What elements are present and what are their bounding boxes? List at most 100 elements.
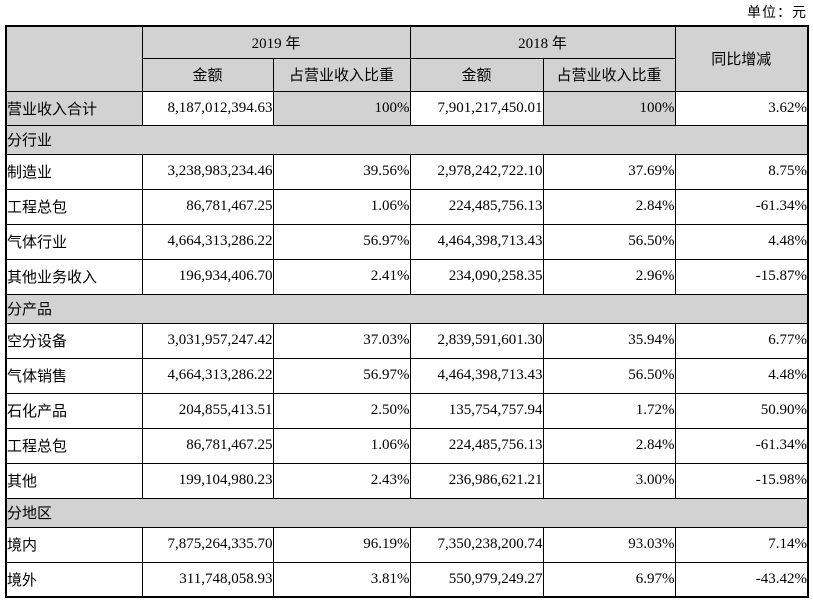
share-2019: 2.41%	[272, 258, 411, 295]
row-label: 营业收入合计	[5, 90, 143, 126]
yoy-value: -15.98%	[674, 462, 809, 499]
row-label: 其他业务收入	[5, 258, 143, 295]
amount-2019: 199,104,980.23	[141, 462, 274, 499]
yoy-value: 8.75%	[674, 153, 809, 190]
share-2018: 56.50%	[542, 357, 676, 394]
corner-cell	[5, 25, 143, 92]
header-year-2018: 2018 年	[409, 25, 676, 59]
table-row: 空分设备 3,031,957,247.42 37.03% 2,839,591,6…	[5, 322, 809, 359]
amount-2019: 7,875,264,335.70	[141, 526, 274, 563]
yoy-value: -61.34%	[674, 188, 809, 225]
table-row: 境内 7,875,264,335.70 96.19% 7,350,238,200…	[5, 526, 809, 563]
header-share-2019: 占营业收入比重	[272, 57, 411, 92]
amount-2018: 550,979,249.27	[409, 561, 544, 598]
yoy-value: 6.77%	[674, 322, 809, 359]
share-2019: 2.43%	[272, 462, 411, 499]
table-row-total: 营业收入合计 8,187,012,394.63 100% 7,901,217,4…	[5, 90, 809, 126]
header-amount-2018: 金额	[409, 57, 544, 92]
share-2018: 2.84%	[542, 188, 676, 225]
yoy-value: -15.87%	[674, 258, 809, 295]
amount-2019: 311,748,058.93	[141, 561, 274, 598]
amount-2018: 7,901,217,450.01	[409, 90, 544, 126]
share-2019: 1.06%	[272, 188, 411, 225]
amount-2019: 86,781,467.25	[141, 427, 274, 464]
section-row-region: 分地区	[5, 497, 809, 528]
yoy-value: 50.90%	[674, 392, 809, 429]
share-2018: 35.94%	[542, 322, 676, 359]
share-2018: 37.69%	[542, 153, 676, 190]
row-label: 气体行业	[5, 223, 143, 260]
table-row: 气体行业 4,664,313,286.22 56.97% 4,464,398,7…	[5, 223, 809, 260]
amount-2018: 236,986,621.21	[409, 462, 544, 499]
section-label: 分地区	[5, 497, 809, 528]
amount-2018: 4,464,398,713.43	[409, 223, 544, 260]
table-row: 境外 311,748,058.93 3.81% 550,979,249.27 6…	[5, 561, 809, 598]
share-2019: 1.06%	[272, 427, 411, 464]
amount-2018: 224,485,756.13	[409, 188, 544, 225]
header-share-2018: 占营业收入比重	[542, 57, 676, 92]
yoy-value: 3.62%	[674, 90, 809, 126]
share-2019: 39.56%	[272, 153, 411, 190]
share-2018: 56.50%	[542, 223, 676, 260]
unit-label: 单位：元	[747, 6, 807, 21]
row-label: 制造业	[5, 153, 143, 190]
share-2019: 100%	[272, 90, 411, 126]
header-yoy: 同比增减	[674, 25, 809, 92]
share-2019: 3.81%	[272, 561, 411, 598]
amount-2019: 8,187,012,394.63	[141, 90, 274, 126]
amount-2019: 196,934,406.70	[141, 258, 274, 295]
share-2018: 100%	[542, 90, 676, 126]
share-2019: 96.19%	[272, 526, 411, 563]
share-2018: 6.97%	[542, 561, 676, 598]
yoy-value: 4.48%	[674, 357, 809, 394]
section-label: 分行业	[5, 124, 809, 155]
section-row-product: 分产品	[5, 293, 809, 324]
header-year-2019: 2019 年	[141, 25, 411, 59]
row-label: 空分设备	[5, 322, 143, 359]
share-2018: 1.72%	[542, 392, 676, 429]
header-row-years: 2019 年 2018 年 同比增减	[5, 25, 809, 92]
amount-2019: 4,664,313,286.22	[141, 357, 274, 394]
yoy-value: 4.48%	[674, 223, 809, 260]
section-row-industry: 分行业	[5, 124, 809, 155]
share-2018: 93.03%	[542, 526, 676, 563]
share-2019: 56.97%	[272, 357, 411, 394]
header-row-metrics: 金额 占营业收入比重 金额 占营业收入比重	[6, 57, 808, 92]
share-2019: 2.50%	[272, 392, 411, 429]
yoy-value: -43.42%	[674, 561, 809, 598]
table-row: 石化产品 204,855,413.51 2.50% 135,754,757.94…	[5, 392, 809, 429]
yoy-value: 7.14%	[674, 526, 809, 563]
share-2019: 37.03%	[272, 322, 411, 359]
amount-2018: 7,350,238,200.74	[409, 526, 544, 563]
amount-2018: 135,754,757.94	[409, 392, 544, 429]
row-label: 石化产品	[5, 392, 143, 429]
amount-2018: 2,978,242,722.10	[409, 153, 544, 190]
header-amount-2019: 金额	[141, 57, 274, 92]
row-label: 境外	[5, 561, 143, 598]
amount-2018: 234,090,258.35	[409, 258, 544, 295]
table-row: 工程总包 86,781,467.25 1.06% 224,485,756.13 …	[5, 188, 809, 225]
share-2018: 2.96%	[542, 258, 676, 295]
amount-2019: 204,855,413.51	[141, 392, 274, 429]
row-label: 工程总包	[5, 188, 143, 225]
revenue-breakdown-table: 2019 年 2018 年 同比增减 金额 占营业收入比重 金额 占营业收入比重…	[5, 25, 810, 598]
share-2018: 2.84%	[542, 427, 676, 464]
amount-2019: 3,238,983,234.46	[141, 153, 274, 190]
share-2019: 56.97%	[272, 223, 411, 260]
table-row: 其他业务收入 196,934,406.70 2.41% 234,090,258.…	[5, 258, 809, 295]
amount-2019: 4,664,313,286.22	[141, 223, 274, 260]
row-label: 其他	[5, 462, 143, 499]
row-label: 工程总包	[5, 427, 143, 464]
amount-2018: 2,839,591,601.30	[409, 322, 544, 359]
row-label: 境内	[5, 526, 143, 563]
row-label: 气体销售	[5, 357, 143, 394]
table-row: 工程总包 86,781,467.25 1.06% 224,485,756.13 …	[5, 427, 809, 464]
yoy-value: -61.34%	[674, 427, 809, 464]
amount-2018: 4,464,398,713.43	[409, 357, 544, 394]
amount-2019: 86,781,467.25	[141, 188, 274, 225]
amount-2018: 224,485,756.13	[409, 427, 544, 464]
amount-2019: 3,031,957,247.42	[141, 322, 274, 359]
section-label: 分产品	[5, 293, 809, 324]
share-2018: 3.00%	[542, 462, 676, 499]
